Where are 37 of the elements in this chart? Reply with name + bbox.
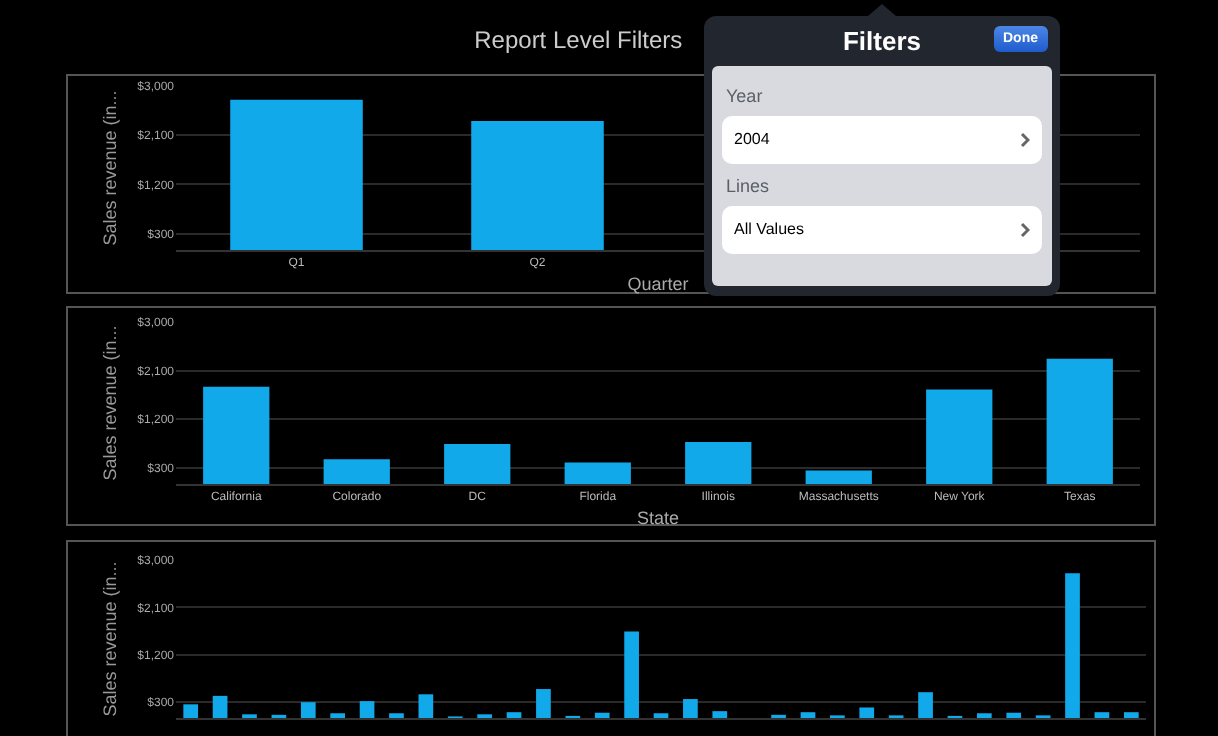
bar: [805, 470, 872, 484]
bar: [712, 711, 728, 718]
annotation: 2004: [734, 130, 770, 148]
bar: [926, 389, 993, 484]
annotation: Lines: [726, 176, 772, 196]
annotation: Year: [726, 86, 765, 106]
y-axis-title: Sales revenue (in...: [99, 90, 120, 246]
bar: [1123, 712, 1139, 718]
bar: [1006, 712, 1022, 718]
bar: [323, 459, 390, 484]
bar: [1046, 358, 1113, 484]
bar: [506, 712, 522, 718]
y-axis-title: Sales revenue (in...: [99, 561, 120, 717]
y-axis-title: Sales revenue (in...: [99, 325, 120, 481]
bar: [594, 712, 610, 718]
bar: [203, 386, 270, 484]
bar: [444, 444, 511, 484]
bar: [536, 689, 551, 718]
bar: [359, 701, 375, 718]
bar: [918, 692, 933, 718]
bar: [212, 695, 228, 718]
bar: [800, 712, 816, 718]
bar: [683, 699, 698, 718]
x-axis-title: Quarter: [627, 274, 689, 294]
bar: [1065, 573, 1080, 718]
bar: [685, 441, 752, 484]
chart-title: Report Level Filters: [474, 26, 683, 55]
text: Filters: [842, 26, 921, 56]
bar: [418, 694, 434, 718]
bar: [183, 704, 199, 718]
bar: [624, 631, 639, 718]
x-axis-title: State: [636, 508, 680, 528]
bar: [300, 702, 316, 718]
bar: [859, 707, 875, 718]
bar: [1094, 712, 1110, 718]
annotation: All Values: [734, 220, 804, 238]
bar: [564, 462, 631, 484]
